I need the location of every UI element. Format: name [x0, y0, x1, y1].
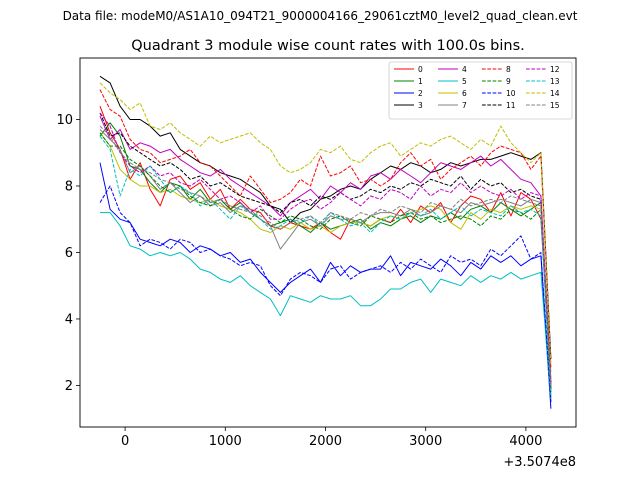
series-line-14 [99, 82, 552, 366]
legend-label-15: 15 [550, 101, 560, 110]
legend-label-1: 1 [418, 77, 423, 86]
series-line-4 [99, 116, 552, 386]
x-tick-label: 1000 [209, 434, 242, 449]
y-tick-label: 2 [65, 379, 73, 394]
suptitle: Data file: modeM0/AS1A10_094T21_90000041… [63, 9, 578, 23]
legend-label-5: 5 [462, 77, 467, 86]
series-line-15 [99, 125, 552, 389]
x-tick-label: 4000 [509, 434, 542, 449]
series-line-5 [100, 212, 552, 403]
y-tick-label: 4 [65, 312, 73, 327]
legend-label-6: 6 [462, 89, 467, 98]
y-tick-label: 8 [65, 179, 73, 194]
series-line-11 [99, 112, 552, 389]
legend-frame [388, 61, 573, 120]
legend-label-13: 13 [550, 77, 560, 86]
legend-label-14: 14 [550, 89, 560, 98]
legend-label-3: 3 [418, 101, 423, 110]
legend-label-7: 7 [462, 101, 467, 110]
legend-label-8: 8 [506, 65, 511, 74]
x-tick-label: 2000 [309, 434, 342, 449]
series-line-1 [99, 122, 552, 393]
series-line-13 [99, 135, 552, 396]
chart-title: Quadrant 3 module wise count rates with … [131, 38, 525, 54]
series-line-9 [99, 132, 552, 399]
legend-label-4: 4 [462, 65, 467, 74]
x-tick-label: 0 [121, 434, 129, 449]
y-axis: 2 4 6 8 10 [56, 113, 80, 394]
series-line-2 [99, 162, 552, 409]
legend-label-9: 9 [506, 77, 511, 86]
series-line-10 [99, 185, 552, 403]
y-tick-label: 6 [65, 246, 73, 261]
y-tick-label: 10 [56, 113, 73, 128]
plot-area [80, 58, 576, 427]
legend-label-0: 0 [418, 65, 423, 74]
axes-frame [79, 57, 577, 428]
series-line-12 [99, 112, 552, 386]
series-line-8 [99, 89, 552, 369]
series-layer [99, 75, 552, 409]
series-line-6 [99, 132, 552, 373]
x-axis: 0 1000 2000 3000 4000 [121, 427, 542, 449]
legend-label-10: 10 [506, 89, 516, 98]
legend-label-2: 2 [418, 89, 423, 98]
legend-label-12: 12 [550, 65, 560, 74]
x-offset-text: +3.5074e8 [503, 455, 576, 470]
x-tick-label: 3000 [409, 434, 442, 449]
legend-label-11: 11 [506, 101, 516, 110]
